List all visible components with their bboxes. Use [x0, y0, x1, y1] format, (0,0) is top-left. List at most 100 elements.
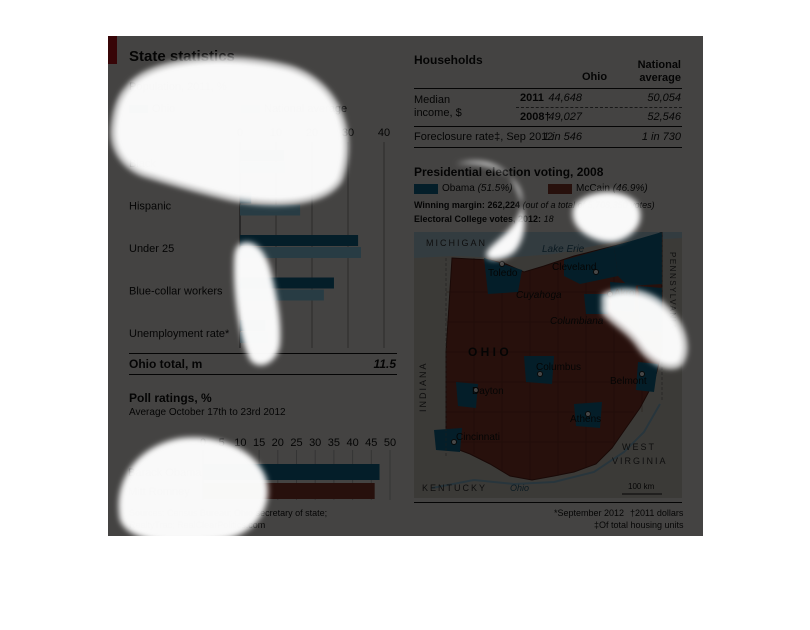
belmont-label: Belmont — [610, 376, 647, 387]
mccain-legend: McCain (46.9%) — [576, 183, 648, 194]
pop-tick-label: 0 — [237, 127, 243, 139]
ohio-total-rule-bottom — [129, 374, 397, 375]
ohio-river-label: Ohio — [510, 483, 529, 493]
ohio-total-label: Ohio total, m — [129, 357, 203, 371]
toledo-dot — [499, 261, 505, 267]
median-label-2: income, $ — [414, 107, 462, 119]
poll-chart: 0 5 10 15 20 25 30 35 40 45 50 Barack Obama Mitt Rom… — [128, 437, 396, 500]
obama-label: Obama — [442, 183, 475, 194]
footnote-rule — [414, 502, 682, 503]
pop-bar-national — [240, 289, 324, 301]
row-2008-year: 2008† — [520, 111, 551, 123]
poll-bar — [203, 464, 380, 480]
toledo-label: Toledo — [488, 268, 518, 279]
median-rule — [414, 126, 682, 127]
ecv-label: Electoral College votes, 2012: — [414, 214, 542, 224]
obama-pct: (51.5%) — [477, 183, 513, 194]
pop-bar-ohio — [240, 320, 266, 331]
pop-bar-ohio — [240, 192, 252, 204]
poll-tick-label: 35 — [328, 437, 340, 449]
poll-category-label: Barack Obama — [128, 467, 202, 479]
row-2011-ohio: 44,648 — [548, 92, 582, 104]
pop-category-label: Under 25 — [129, 243, 174, 255]
ecv-line: Electoral College votes, 2012: 18 — [414, 214, 554, 224]
pop-tick-label: 10 — [270, 127, 282, 139]
households-header-rule — [414, 88, 682, 89]
margin-value: 262,224 — [487, 200, 520, 210]
state-statistics-title: State statistics — [129, 48, 235, 65]
poll-subtitle: Average October 17th to 23rd 2012 — [129, 407, 286, 418]
poll-tick-label: 40 — [346, 437, 358, 449]
columbus-label: Columbus — [536, 362, 581, 373]
ecv-value: 18 — [543, 214, 554, 224]
county-mahoning — [638, 286, 662, 332]
households-title: Households — [414, 53, 483, 67]
legend-national-label: National average — [264, 103, 348, 115]
akron-dot — [607, 291, 613, 297]
pop-bar-national — [240, 204, 301, 216]
obama-legend: Obama (51.5%) — [442, 183, 513, 194]
row-2008-national: 52,546 — [647, 111, 681, 123]
poll-bar — [203, 483, 375, 499]
legend-ohio-label: Ohio — [152, 103, 176, 115]
col-national-header-1: National — [637, 59, 681, 71]
infographic-panel: State statistics Population, 2011, % Ohi… — [108, 36, 703, 536]
foreclosure-rule — [414, 147, 682, 148]
pop-category-label: Blue-collar workers — [129, 286, 223, 298]
ohio-label: O H I O — [468, 345, 509, 359]
cleveland-label: Cleveland — [552, 262, 596, 273]
margin-label: Winning margin: — [414, 200, 485, 210]
sources-line-1: Sources: Census Bureau; Ohio secretary o… — [129, 508, 328, 518]
mccain-swatch — [548, 184, 572, 194]
pennsylvania-label: PENNSYLVANIA — [668, 252, 677, 330]
col-national-header-2: average — [639, 72, 681, 84]
indiana-label: INDIANA — [418, 361, 428, 412]
margin-note: (out of a total of 5,708,350 votes) — [522, 200, 655, 210]
legend-ohio-swatch — [129, 105, 148, 113]
footnote-september: *September 2012 — [554, 508, 625, 518]
county-stark — [584, 294, 610, 314]
virginia-label: VIRGINIA — [612, 456, 668, 466]
foreclosure-ohio: 1 in 546 — [542, 131, 582, 143]
poll-tick-label: 20 — [272, 437, 284, 449]
row-2011-national: 50,054 — [647, 92, 681, 104]
poll-tick-label: 50 — [384, 437, 396, 449]
poll-tick-label: 10 — [234, 437, 246, 449]
median-label-1: Median — [414, 94, 451, 106]
ohio-map: Toledo Cleveland Akron Columbus Dayton C… — [414, 232, 682, 498]
kentucky-label: KENTUCKY — [422, 483, 487, 493]
pop-bar-ohio — [240, 150, 284, 161]
pop-category-label: Black — [129, 158, 156, 170]
columbiana-label: Columbiana — [550, 316, 604, 327]
pop-bar-ohio — [240, 235, 359, 246]
ohio-total-value: 11.5 — [373, 357, 396, 371]
foreclosure-national: 1 in 730 — [641, 131, 681, 143]
poll-tick-label: 25 — [290, 437, 302, 449]
pop-bar-ohio — [240, 277, 334, 289]
poll-tick-label: 30 — [309, 437, 321, 449]
mccain-pct: (46.9%) — [612, 183, 648, 194]
pop-tick-label: 20 — [306, 127, 318, 139]
col-ohio-header: Ohio — [582, 71, 608, 83]
population-subtitle: Population, 2011, % — [129, 81, 227, 93]
poll-title: Poll ratings, % — [129, 391, 212, 405]
cuyahoga-label: Cuyahoga — [516, 290, 562, 301]
population-chart: 0 10 20 30 40 Black Hispanic Under 25 Blue-colla… — [129, 127, 390, 348]
athens-label: Athens — [570, 414, 601, 425]
pop-tick-label: 40 — [378, 127, 390, 139]
scale-label: 100 km — [628, 482, 655, 491]
legend-national-swatch — [241, 105, 260, 113]
obama-swatch — [414, 184, 438, 194]
margin-line: Winning margin: 262,224 (out of a total … — [414, 200, 655, 210]
pop-category-label: Unemployment rate* — [129, 328, 230, 340]
west-label: WEST — [622, 442, 656, 452]
pop-bar-national — [240, 162, 286, 173]
poll-tick-label: 5 — [219, 437, 225, 449]
pop-bar-national — [240, 247, 361, 258]
election-title: Presidential election voting, 2008 — [414, 165, 604, 179]
cincinnati-label: Cincinnati — [456, 432, 500, 443]
dayton-label: Dayton — [472, 386, 504, 397]
poll-tick-label: 45 — [365, 437, 377, 449]
poll-tick-label: 15 — [253, 437, 265, 449]
lake-erie-label: Lake Erie — [542, 244, 585, 255]
